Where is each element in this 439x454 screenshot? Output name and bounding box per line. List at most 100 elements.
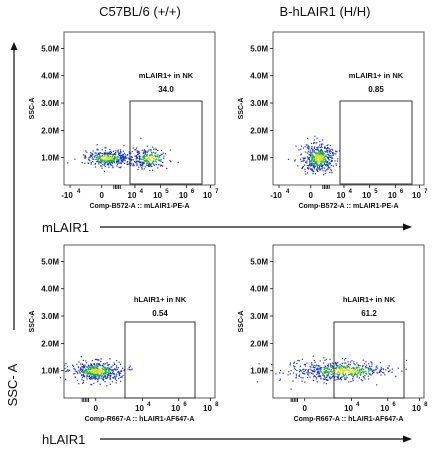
event-dot xyxy=(322,151,324,153)
event-dot xyxy=(330,365,332,367)
event-dot xyxy=(322,170,324,172)
event-dot xyxy=(106,155,108,157)
event-dot xyxy=(354,367,356,369)
event-dot xyxy=(318,168,321,170)
event-dot xyxy=(146,151,148,154)
event-dot xyxy=(122,155,124,157)
event-dot xyxy=(94,166,97,168)
event-dot xyxy=(78,371,80,373)
event-dot xyxy=(124,154,126,156)
event-dot xyxy=(84,162,86,164)
event-dot xyxy=(342,358,344,360)
x-tick-exponent: 8 xyxy=(424,402,428,408)
event-dot xyxy=(323,147,326,149)
event-dot xyxy=(130,152,132,154)
event-dot xyxy=(90,363,92,365)
event-dot xyxy=(327,154,329,156)
event-dot xyxy=(141,167,143,169)
event-dot xyxy=(98,159,100,161)
event-dot xyxy=(110,373,112,375)
event-dot xyxy=(309,376,311,378)
event-dot xyxy=(103,158,105,160)
event-dot xyxy=(81,377,83,379)
event-dot xyxy=(376,365,378,367)
event-dot xyxy=(91,364,93,366)
event-dot xyxy=(317,367,319,369)
event-dot xyxy=(153,148,155,150)
event-dot xyxy=(346,369,348,371)
event-dot xyxy=(94,376,97,378)
event-dot xyxy=(105,370,107,372)
event-dot xyxy=(149,164,151,166)
event-dot xyxy=(128,157,130,159)
event-dot xyxy=(154,153,156,155)
event-dot xyxy=(97,365,99,367)
event-dot xyxy=(109,383,111,385)
event-dot xyxy=(105,373,107,375)
event-dot xyxy=(345,357,347,360)
event-dot xyxy=(341,366,343,368)
event-dot xyxy=(305,369,307,371)
event-dot xyxy=(140,157,142,159)
event-dot xyxy=(318,160,320,162)
event-dot xyxy=(321,151,323,154)
event-dot xyxy=(297,165,299,167)
event-dot xyxy=(116,360,118,362)
event-dot xyxy=(332,152,334,155)
x-tick-label: 10 xyxy=(203,191,212,200)
event-dot xyxy=(93,155,95,157)
event-dot xyxy=(163,155,165,157)
event-dot xyxy=(343,368,345,370)
event-dot xyxy=(330,155,332,157)
event-dot xyxy=(111,156,113,158)
event-dot xyxy=(346,377,348,379)
event-dot xyxy=(334,379,336,381)
event-dot xyxy=(170,161,172,163)
event-dot xyxy=(88,365,90,368)
event-dot xyxy=(160,153,162,156)
event-dot xyxy=(324,172,326,174)
event-dot xyxy=(116,165,118,167)
x-tick-label: 10 xyxy=(388,191,397,200)
event-dot xyxy=(335,150,337,152)
event-dot xyxy=(115,156,117,158)
event-dot xyxy=(311,146,313,148)
event-dot xyxy=(150,160,152,162)
event-dot xyxy=(256,381,258,383)
event-dot xyxy=(113,153,115,155)
event-dot xyxy=(90,383,92,385)
event-dot xyxy=(160,150,162,152)
event-dot xyxy=(106,371,109,373)
event-dot xyxy=(157,154,159,156)
event-dot xyxy=(301,166,304,168)
event-dot xyxy=(379,370,381,373)
event-dot xyxy=(315,158,317,161)
event-dot xyxy=(324,371,327,373)
event-dot xyxy=(104,367,106,369)
x-tick-label: 10 xyxy=(171,404,180,413)
event-dot xyxy=(363,377,365,379)
event-dot xyxy=(131,158,133,161)
event-dot xyxy=(116,161,119,163)
event-dot xyxy=(321,150,324,152)
event-dot xyxy=(86,151,88,153)
event-dot xyxy=(303,373,305,375)
row-axis-mlair1: mLAIR1 xyxy=(42,220,412,235)
event-dot xyxy=(384,374,386,376)
event-dot xyxy=(348,369,351,372)
event-dot xyxy=(321,155,323,157)
event-dot xyxy=(121,376,123,378)
event-dot xyxy=(159,154,161,157)
event-dot xyxy=(324,160,326,162)
event-dot xyxy=(141,162,143,164)
event-dot xyxy=(84,155,86,157)
event-dot xyxy=(311,373,313,375)
event-dot xyxy=(118,159,120,161)
event-dot xyxy=(330,374,332,376)
event-dot xyxy=(356,374,358,376)
event-dot xyxy=(97,379,99,381)
event-dot xyxy=(112,377,114,379)
event-dot xyxy=(325,160,327,162)
event-dot xyxy=(99,160,101,162)
event-dot xyxy=(136,162,138,164)
